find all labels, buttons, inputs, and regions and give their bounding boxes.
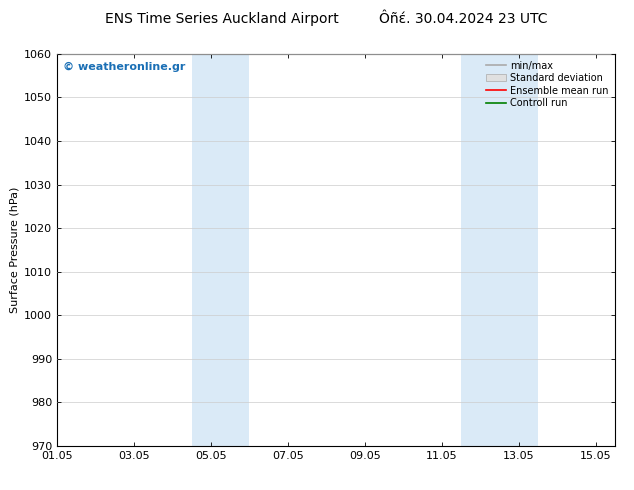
Bar [191, 54, 249, 446]
Bar [461, 54, 538, 446]
Text: ENS Time Series Auckland Airport: ENS Time Series Auckland Airport [105, 12, 339, 26]
Y-axis label: Surface Pressure (hPa): Surface Pressure (hPa) [10, 187, 20, 313]
Legend: min/max, Standard deviation, Ensemble mean run, Controll run: min/max, Standard deviation, Ensemble me… [484, 59, 610, 110]
Text: © weatheronline.gr: © weatheronline.gr [63, 62, 185, 72]
Text: Ôñέ. 30.04.2024 23 UTC: Ôñέ. 30.04.2024 23 UTC [378, 12, 547, 26]
